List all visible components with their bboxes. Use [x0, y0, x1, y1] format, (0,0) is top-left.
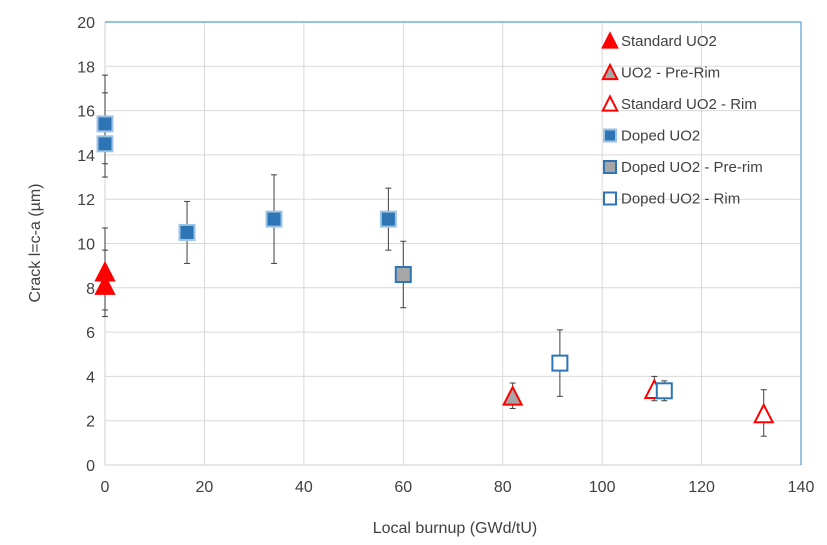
grid-layer — [105, 21, 802, 465]
legend-label: UO2 - Pre-Rim — [621, 65, 720, 82]
axis-layer: 0 20 40 60 80 100 120 140 0 2 4 6 8 10 12 14 16 18 20 — [77, 15, 814, 496]
legend-label: Standard UO2 — [621, 33, 717, 50]
y-tick-label: 2 — [86, 414, 95, 431]
legend-triangle-icon — [601, 62, 619, 81]
legend-item: Standard UO2 - Rim — [601, 94, 757, 113]
data-point — [96, 135, 114, 153]
legend-item: Doped UO2 - Rim — [603, 191, 740, 208]
legend: Standard UO2 UO2 - Pre-Rim Standard UO2 - … — [601, 31, 763, 208]
legend-triangle-icon — [601, 31, 619, 49]
y-tick-label: 18 — [77, 59, 95, 76]
legend-item: Standard UO2 — [601, 31, 717, 50]
data-point — [94, 274, 116, 295]
y-tick-label: 16 — [77, 104, 95, 121]
legend-item: Doped UO2 - Pre-rim — [603, 159, 763, 176]
data-point — [551, 354, 569, 372]
x-tick-label: 120 — [688, 479, 715, 496]
y-tick-label: 12 — [77, 192, 95, 209]
x-tick-label: 40 — [295, 479, 313, 496]
y-tick-label: 4 — [86, 369, 95, 386]
legend-label: Doped UO2 — [621, 128, 700, 145]
data-point — [265, 210, 283, 228]
x-tick-label: 0 — [101, 479, 110, 496]
legend-item: Doped UO2 — [603, 128, 700, 145]
data-markers — [94, 115, 775, 424]
x-tick-label: 140 — [788, 479, 815, 496]
legend-label: Doped UO2 - Pre-rim — [621, 159, 763, 176]
data-point — [655, 382, 673, 400]
y-tick-label: 10 — [77, 237, 95, 254]
y-tick-label: 0 — [86, 458, 95, 475]
legend-square-icon — [603, 128, 617, 143]
x-tick-label: 60 — [394, 479, 412, 496]
x-axis-title: Local burnup (GWd/tU) — [373, 520, 538, 537]
legend-item: UO2 - Pre-Rim — [601, 62, 720, 82]
y-tick-label: 14 — [77, 148, 95, 165]
legend-square-icon — [603, 160, 617, 174]
x-tick-label: 20 — [196, 479, 214, 496]
legend-square-icon — [603, 191, 617, 206]
x-tick-label: 80 — [494, 479, 512, 496]
data-point — [502, 384, 524, 406]
y-tick-label: 8 — [86, 281, 95, 298]
y-tick-label: 6 — [86, 325, 95, 342]
data-point — [178, 223, 196, 241]
y-tick-label: 20 — [77, 15, 95, 32]
y-axis-title: Crack l=c-a (µm) — [27, 184, 44, 303]
legend-label: Standard UO2 - Rim — [621, 96, 757, 113]
data-point — [394, 266, 412, 284]
legend-triangle-icon — [601, 94, 619, 112]
legend-label: Doped UO2 - Rim — [621, 191, 740, 208]
x-tick-label: 100 — [589, 479, 616, 496]
data-point — [96, 115, 114, 133]
data-point — [379, 210, 397, 228]
data-point — [753, 402, 775, 424]
